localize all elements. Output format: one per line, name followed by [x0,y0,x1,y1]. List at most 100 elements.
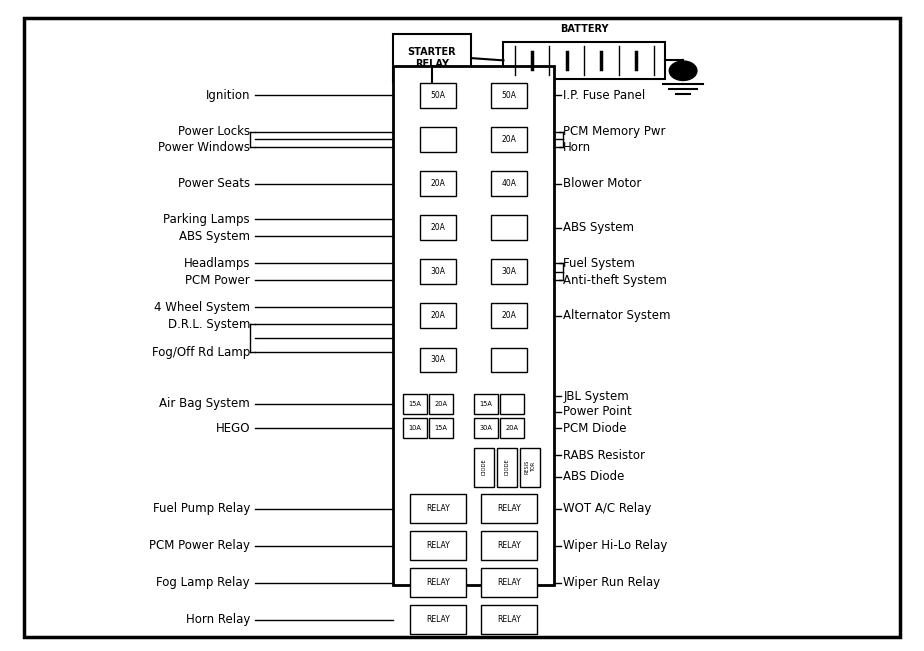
Text: 20A: 20A [505,425,518,431]
Text: RELAY: RELAY [497,505,521,514]
Text: ABS System: ABS System [564,221,635,234]
Text: 50A: 50A [502,91,517,100]
Bar [393,34,471,83]
Bar [491,303,528,328]
Text: HEGO: HEGO [215,422,250,435]
Text: Wiper Run Relay: Wiper Run Relay [564,576,661,589]
Text: 15A: 15A [434,425,447,431]
Text: RELAY: RELAY [426,505,450,514]
Text: RELAY: RELAY [497,542,521,550]
Text: ABS System: ABS System [179,230,250,243]
Text: Fuel Pump Relay: Fuel Pump Relay [152,503,250,516]
Text: 4 Wheel System: 4 Wheel System [154,301,250,314]
Text: RELAY: RELAY [426,578,450,587]
Bar [419,83,456,107]
Bar [504,42,664,79]
Bar [403,395,427,413]
Text: PCM Power Relay: PCM Power Relay [149,539,250,552]
Text: Power Point: Power Point [564,405,632,418]
Text: Fog Lamp Relay: Fog Lamp Relay [156,576,250,589]
Circle shape [669,61,697,81]
Text: D.R.L. System: D.R.L. System [168,318,250,331]
Text: 50A: 50A [431,91,445,100]
Text: Alternator System: Alternator System [564,309,671,322]
Text: 20A: 20A [434,401,447,407]
Bar [491,348,528,372]
Bar [500,419,524,438]
Text: PCM Diode: PCM Diode [564,422,626,435]
Bar [474,448,494,486]
Bar [491,215,528,240]
Text: DIODE: DIODE [481,459,487,475]
Bar [419,303,456,328]
Bar [410,568,466,598]
Text: Headlamps: Headlamps [184,256,250,270]
Bar [403,419,427,438]
Text: 20A: 20A [431,311,445,320]
Text: BATTERY: BATTERY [560,24,608,34]
Text: STARTER
RELAY: STARTER RELAY [407,48,456,69]
Text: Blower Motor: Blower Motor [564,177,641,190]
Bar [481,494,537,523]
Text: Air Bag System: Air Bag System [159,397,250,410]
Bar [491,127,528,152]
Bar [500,395,524,413]
Bar [393,66,554,585]
Bar [474,395,498,413]
Text: 20A: 20A [431,223,445,232]
Bar [491,259,528,284]
Text: Power Seats: Power Seats [178,177,250,190]
Bar [481,605,537,634]
Text: 40A: 40A [502,179,517,188]
Bar [520,448,541,486]
Text: RELAY: RELAY [497,578,521,587]
Text: PCM Power: PCM Power [186,273,250,286]
Text: 30A: 30A [480,425,492,431]
Text: 20A: 20A [431,179,445,188]
Text: 30A: 30A [431,355,445,365]
Text: JBL System: JBL System [564,390,629,403]
Bar [419,259,456,284]
Text: Anti-theft System: Anti-theft System [564,273,667,286]
Text: DIODE: DIODE [505,459,510,475]
Bar [491,83,528,107]
Text: Power Locks: Power Locks [178,125,250,138]
Text: 30A: 30A [431,267,445,276]
Text: Power Windows: Power Windows [158,141,250,154]
Bar [410,531,466,561]
Text: Fog/Off Rd Lamp: Fog/Off Rd Lamp [152,346,250,359]
Text: 20A: 20A [502,135,517,144]
Text: 15A: 15A [480,401,492,407]
Text: 10A: 10A [408,425,421,431]
Bar [419,348,456,372]
Text: RELAY: RELAY [426,542,450,550]
Bar [497,448,517,486]
Bar [429,395,453,413]
Bar [491,171,528,196]
Text: RABS Resistor: RABS Resistor [564,449,645,462]
Text: I.P. Fuse Panel: I.P. Fuse Panel [564,89,646,102]
Bar [474,419,498,438]
Text: WOT A/C Relay: WOT A/C Relay [564,503,651,516]
Text: Parking Lamps: Parking Lamps [164,213,250,226]
Text: Horn: Horn [564,141,591,154]
Bar [429,419,453,438]
Bar [419,215,456,240]
Text: Fuel System: Fuel System [564,256,635,270]
Bar [410,605,466,634]
Text: Wiper Hi-Lo Relay: Wiper Hi-Lo Relay [564,539,668,552]
Text: PCM Memory Pwr: PCM Memory Pwr [564,125,666,138]
Bar [419,127,456,152]
Text: RELAY: RELAY [497,615,521,624]
Text: ABS Diode: ABS Diode [564,470,625,483]
Bar [419,171,456,196]
Bar [481,531,537,561]
Text: 15A: 15A [408,401,421,407]
Text: 30A: 30A [502,267,517,276]
Text: 20A: 20A [502,311,517,320]
Text: RELAY: RELAY [426,615,450,624]
Text: Horn Relay: Horn Relay [186,613,250,626]
Text: RESIS
TOR: RESIS TOR [525,460,536,474]
Text: Ignition: Ignition [206,89,250,102]
Bar [481,568,537,598]
